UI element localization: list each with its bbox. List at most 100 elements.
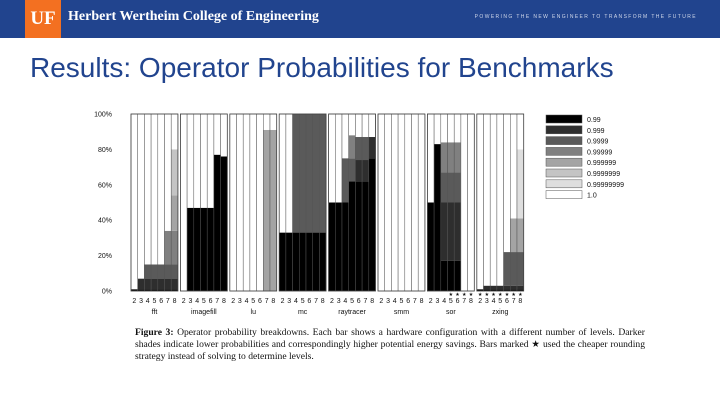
bar-segment — [490, 114, 497, 286]
slide-title: Results: Operator Probabilities for Benc… — [30, 52, 614, 83]
star-marker: ★ — [462, 292, 467, 298]
bar-segment — [517, 149, 524, 219]
bar-segment — [454, 202, 461, 261]
bar-segment — [342, 114, 349, 159]
bar-segment — [476, 289, 484, 291]
bar-level-label: 8 — [370, 298, 374, 305]
bar-segment — [503, 114, 511, 253]
bar-segment — [171, 264, 178, 279]
bar-segment — [483, 114, 491, 286]
bar-segment — [144, 264, 152, 279]
bar-segment — [510, 285, 517, 290]
bar-segment — [368, 137, 376, 159]
bar-segment — [144, 278, 152, 290]
bar-level-label: 7 — [166, 298, 170, 305]
bar-segment — [213, 114, 221, 155]
bar-segment — [319, 232, 327, 291]
bar-segment — [517, 252, 524, 286]
bar-segment — [151, 114, 158, 265]
bar-segment — [270, 114, 277, 130]
bar-segment — [440, 142, 448, 173]
bar-segment — [243, 114, 250, 291]
bar-segment — [490, 289, 497, 291]
uf-logo: UF — [25, 0, 61, 38]
y-tick-label: 80% — [98, 147, 112, 154]
bar-level-label: 3 — [188, 298, 192, 305]
bar-segment — [418, 114, 425, 291]
caption-text: Operator probability breakdowns. Each ba… — [135, 327, 645, 362]
star-marker: ★ — [498, 292, 503, 298]
bar-segment — [164, 114, 172, 231]
bar-segment — [454, 142, 461, 173]
bar-segment — [164, 278, 172, 290]
bar-segment — [279, 114, 286, 233]
bar-level-label: 5 — [498, 298, 502, 305]
panel-frame — [476, 113, 525, 292]
bar-segment — [319, 114, 327, 233]
bar-segment — [213, 154, 221, 291]
bar-segment — [440, 260, 448, 291]
bar-segment — [207, 207, 214, 291]
bar-level-label: 8 — [271, 298, 275, 305]
bar-level-label: 5 — [251, 298, 255, 305]
bar-segment — [220, 156, 228, 291]
legend-swatch — [545, 179, 583, 189]
bar-level-label: 6 — [159, 298, 163, 305]
legend-label: 0.99 — [587, 117, 601, 124]
bar-level-label: 2 — [379, 298, 383, 305]
bar-segment — [151, 264, 158, 279]
bar-segment — [180, 114, 188, 291]
bar-segment — [144, 114, 152, 265]
bar-segment — [187, 207, 194, 291]
bar-segment — [328, 114, 336, 203]
bar-level-label: 3 — [238, 298, 242, 305]
bar-segment — [355, 137, 363, 161]
bar-segment — [137, 278, 145, 290]
bar-segment — [131, 114, 138, 290]
star-marker: ★ — [505, 292, 510, 298]
bar-segment — [447, 142, 455, 173]
bar-level-label: 6 — [456, 298, 460, 305]
bar-segment — [256, 114, 264, 291]
bar-segment — [378, 114, 385, 291]
y-tick-label: 40% — [98, 218, 112, 225]
benchmark-label: lu — [251, 309, 257, 316]
bar-level-label: 8 — [321, 298, 325, 305]
bar-level-label: 3 — [287, 298, 291, 305]
panel-frame — [130, 113, 179, 292]
panel-frame — [377, 113, 426, 292]
bar-level-label: 3 — [139, 298, 143, 305]
bar-segment — [427, 114, 435, 203]
bar-level-label: 5 — [202, 298, 206, 305]
bar-segment — [368, 114, 376, 138]
bar-level-label: 6 — [505, 298, 509, 305]
bar-segment — [391, 114, 399, 291]
bar-segment — [348, 158, 356, 182]
bar-level-label: 4 — [146, 298, 150, 305]
bar-segment — [496, 289, 504, 291]
benchmark-label: smm — [394, 309, 409, 316]
bar-segment — [362, 181, 369, 291]
bar-level-label: 2 — [182, 298, 186, 305]
bar-segment — [157, 264, 165, 279]
bar-level-label: 3 — [435, 298, 439, 305]
bar-segment — [447, 172, 455, 203]
bar-level-label: 8 — [420, 298, 424, 305]
bar-segment — [362, 114, 369, 138]
bar-segment — [411, 114, 419, 291]
bar-segment — [137, 114, 145, 279]
panel-frame — [180, 113, 228, 292]
bar-segment — [503, 285, 511, 290]
star-marker: ★ — [469, 292, 474, 298]
bar-segment — [312, 232, 320, 291]
bar-segment — [483, 289, 491, 291]
bar-segment — [306, 114, 313, 233]
bar-segment — [440, 202, 448, 261]
bar-segment — [236, 114, 244, 291]
bar-level-label: 6 — [258, 298, 262, 305]
bar-segment — [503, 289, 511, 291]
benchmark-label: zxing — [492, 309, 508, 316]
bar-segment — [517, 114, 524, 150]
benchmark-label: mc — [298, 309, 308, 316]
bar-segment — [348, 114, 356, 136]
